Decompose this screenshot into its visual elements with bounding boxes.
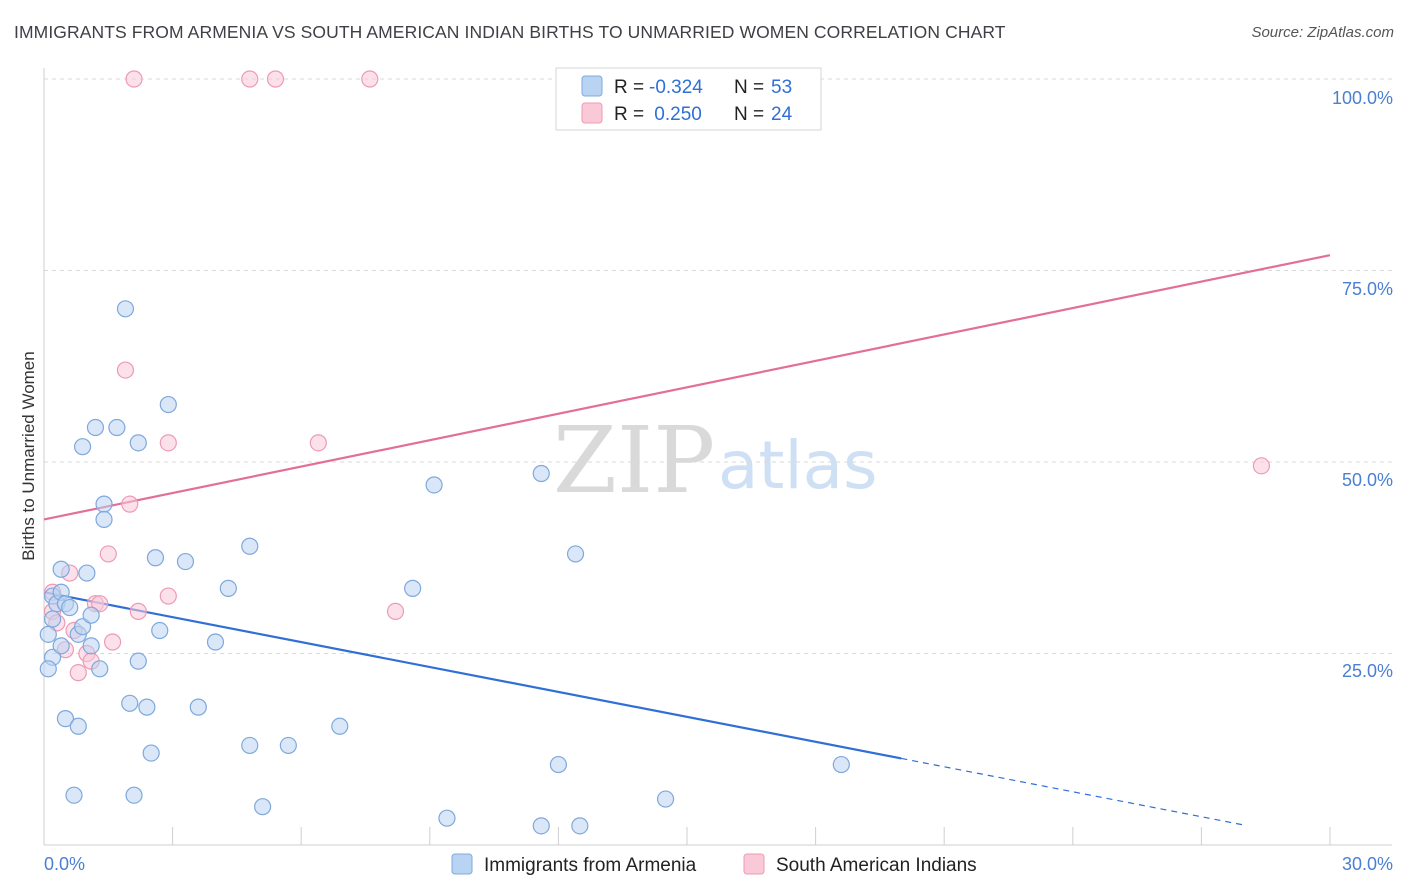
point-immigrants-from-armenia — [43, 610, 62, 628]
point-immigrants-from-armenia — [52, 637, 70, 655]
legend-r-value-blue: -0.324 — [649, 77, 703, 98]
point-south-american-indians — [266, 70, 285, 88]
point-immigrants-from-armenia — [404, 579, 422, 597]
bottom-legend-swatch-pink — [743, 853, 765, 875]
trend-line-immigrants-from-armenia — [43, 591, 902, 760]
legend-r-label-pink: R = — [614, 104, 644, 125]
point-immigrants-from-armenia — [254, 798, 272, 816]
point-immigrants-from-armenia — [73, 438, 92, 456]
point-south-american-indians — [103, 633, 122, 651]
point-immigrants-from-armenia — [125, 786, 143, 804]
point-immigrants-from-armenia — [116, 300, 135, 318]
point-immigrants-from-armenia — [438, 809, 456, 827]
point-immigrants-from-armenia — [108, 418, 126, 437]
trend-line-south-american-indians — [43, 254, 1331, 521]
bottom-legend-label-pink: South American Indians — [776, 855, 977, 876]
point-south-american-indians — [386, 602, 405, 620]
point-immigrants-from-armenia — [82, 606, 100, 624]
correlation-legend: R = -0.324 N = 53 R = 0.250 N = 24 — [555, 67, 822, 131]
y-axis-label: Births to Unmarried Women — [19, 351, 38, 560]
point-immigrants-from-armenia — [549, 755, 568, 774]
legend-swatch-blue — [581, 75, 603, 97]
point-immigrants-from-armenia — [142, 744, 160, 762]
point-immigrants-from-armenia — [138, 698, 156, 716]
point-immigrants-from-armenia — [78, 564, 96, 582]
point-immigrants-from-armenia — [532, 817, 550, 835]
point-immigrants-from-armenia — [241, 537, 259, 555]
point-immigrants-from-armenia — [159, 395, 177, 414]
axes — [43, 68, 1392, 846]
y-tick-label-50: 50.0% — [1342, 470, 1393, 490]
point-immigrants-from-armenia — [86, 418, 105, 437]
point-south-american-indians — [69, 664, 87, 682]
point-immigrants-from-armenia — [206, 633, 225, 651]
x-tick-label-0: 0.0% — [44, 854, 85, 874]
point-south-american-indians — [361, 70, 379, 88]
point-immigrants-from-armenia — [656, 790, 675, 808]
point-immigrants-from-armenia — [73, 618, 92, 636]
point-immigrants-from-armenia — [129, 652, 147, 670]
y-tick-label-25: 25.0% — [1342, 661, 1393, 681]
point-immigrants-from-armenia — [151, 621, 169, 640]
point-immigrants-from-armenia — [571, 817, 589, 835]
grid-lines — [44, 78, 1392, 654]
point-south-american-indians — [121, 495, 139, 513]
legend-n-label-pink: N = — [734, 104, 764, 125]
trend-line-extension-immigrants-from-armenia — [901, 757, 1245, 826]
point-immigrants-from-armenia — [95, 495, 113, 513]
point-immigrants-from-armenia — [39, 660, 57, 678]
point-immigrants-from-armenia — [219, 579, 237, 597]
chart-title: IMMIGRANTS FROM ARMENIA VS SOUTH AMERICA… — [14, 22, 1006, 42]
bottom-legend-swatch-blue — [451, 853, 473, 875]
y-tick-label-75: 75.0% — [1342, 279, 1393, 299]
point-immigrants-from-armenia — [129, 434, 147, 452]
point-immigrants-from-armenia — [189, 698, 207, 716]
point-immigrants-from-armenia — [52, 560, 70, 578]
point-south-american-indians — [91, 595, 109, 613]
series-legend: Immigrants from Armenia South American I… — [451, 853, 977, 876]
watermark-zip: ZIP — [553, 407, 715, 514]
point-south-american-indians — [129, 602, 147, 620]
point-south-american-indians — [309, 434, 327, 452]
point-immigrants-from-armenia — [39, 625, 57, 643]
point-south-american-indians — [116, 361, 135, 379]
trend-lines — [43, 254, 1331, 826]
point-immigrants-from-armenia — [331, 717, 349, 735]
point-immigrants-from-armenia — [95, 510, 113, 529]
bottom-legend-label-blue: Immigrants from Armenia — [484, 855, 697, 876]
point-south-american-indians — [1252, 457, 1271, 475]
point-immigrants-from-armenia — [56, 710, 75, 728]
point-immigrants-from-armenia — [241, 736, 259, 755]
point-immigrants-from-armenia — [532, 464, 550, 483]
point-immigrants-from-armenia — [425, 476, 443, 494]
point-south-american-indians — [241, 70, 259, 88]
series-immigrants-from-armenia — [39, 300, 850, 835]
point-immigrants-from-armenia — [61, 598, 79, 617]
point-immigrants-from-armenia — [91, 660, 109, 678]
legend-swatch-pink — [581, 102, 603, 124]
legend-n-value-pink: 24 — [771, 104, 793, 125]
chart-source: Source: ZipAtlas.com — [1251, 24, 1394, 41]
legend-r-label-blue: R = — [614, 77, 644, 98]
point-south-american-indians — [99, 545, 117, 563]
point-immigrants-from-armenia — [176, 552, 195, 571]
point-south-american-indians — [125, 70, 143, 88]
point-south-american-indians — [159, 434, 177, 452]
legend-r-value-pink: 0.250 — [649, 104, 702, 125]
point-immigrants-from-armenia — [832, 755, 850, 774]
y-tick-label-100: 100.0% — [1332, 88, 1393, 108]
point-immigrants-from-armenia — [121, 694, 139, 712]
point-immigrants-from-armenia — [566, 545, 585, 563]
point-immigrants-from-armenia — [65, 786, 83, 804]
point-immigrants-from-armenia — [82, 637, 100, 655]
point-immigrants-from-armenia — [146, 549, 165, 567]
legend-n-value-blue: 53 — [771, 77, 792, 98]
x-tick-label-30: 30.0% — [1342, 854, 1393, 874]
watermark-atlas: atlas — [718, 427, 878, 504]
point-south-american-indians — [159, 587, 177, 605]
legend-n-label-blue: N = — [734, 77, 764, 98]
point-immigrants-from-armenia — [69, 717, 87, 735]
point-immigrants-from-armenia — [279, 736, 297, 755]
